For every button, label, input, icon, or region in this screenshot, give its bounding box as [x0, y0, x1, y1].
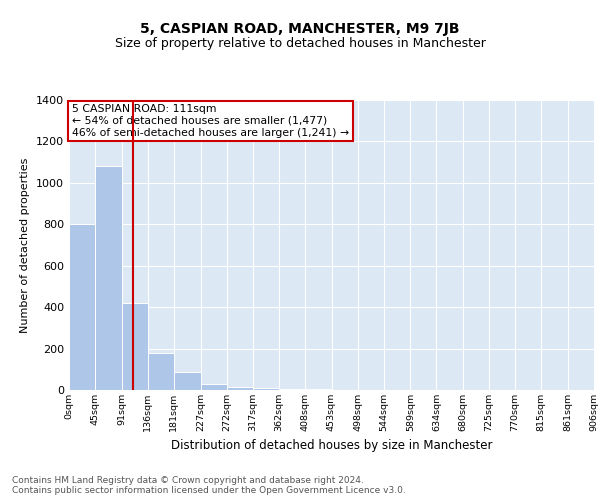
- Bar: [200, 384, 227, 390]
- Bar: [227, 387, 253, 390]
- Bar: [95, 166, 122, 390]
- Text: Size of property relative to detached houses in Manchester: Size of property relative to detached ho…: [115, 38, 485, 51]
- Text: 5, CASPIAN ROAD, MANCHESTER, M9 7JB: 5, CASPIAN ROAD, MANCHESTER, M9 7JB: [140, 22, 460, 36]
- Bar: [122, 303, 148, 390]
- Bar: [69, 224, 95, 390]
- Text: Contains HM Land Registry data © Crown copyright and database right 2024.
Contai: Contains HM Land Registry data © Crown c…: [12, 476, 406, 495]
- Bar: [174, 372, 200, 390]
- Bar: [279, 389, 305, 390]
- Bar: [253, 388, 279, 390]
- X-axis label: Distribution of detached houses by size in Manchester: Distribution of detached houses by size …: [171, 440, 492, 452]
- Text: 5 CASPIAN ROAD: 111sqm
← 54% of detached houses are smaller (1,477)
46% of semi-: 5 CASPIAN ROAD: 111sqm ← 54% of detached…: [71, 104, 349, 138]
- Y-axis label: Number of detached properties: Number of detached properties: [20, 158, 31, 332]
- Bar: [148, 352, 174, 390]
